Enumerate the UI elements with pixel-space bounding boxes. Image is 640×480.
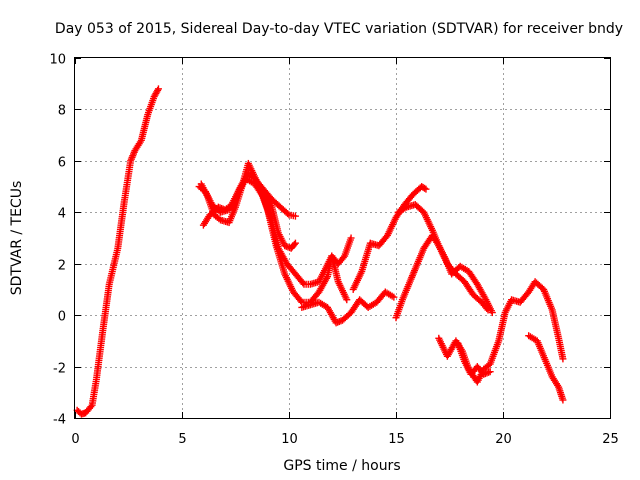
x-tick-label: 25 bbox=[602, 432, 619, 447]
data-point-track-a bbox=[291, 212, 299, 220]
data-points bbox=[73, 85, 567, 418]
data-point-track-f bbox=[422, 185, 430, 193]
x-tick-label: 10 bbox=[281, 432, 298, 447]
axis-ticks: 0 5 10 15 20 25 -4 -2 0 2 4 6 8 10 bbox=[49, 53, 618, 448]
x-tick-label: 0 bbox=[71, 432, 79, 447]
y-tick-label: 2 bbox=[58, 259, 66, 274]
y-tick-label: -4 bbox=[53, 413, 66, 428]
grid-lines bbox=[75, 58, 610, 418]
x-axis-label: GPS time / hours bbox=[283, 458, 400, 474]
data-point-track-e bbox=[390, 293, 398, 301]
data-point-track-f bbox=[421, 184, 429, 192]
data-point-track-a bbox=[284, 210, 292, 218]
data-point-rise bbox=[87, 403, 95, 411]
data-point-track-c bbox=[339, 254, 347, 262]
data-point-track-b bbox=[291, 239, 299, 247]
data-point-rise bbox=[154, 85, 162, 93]
data-point-rise bbox=[154, 86, 162, 94]
data-point-track-j bbox=[486, 368, 494, 376]
y-tick-label: 6 bbox=[58, 156, 66, 171]
data-point-track-d bbox=[297, 297, 305, 305]
data-point-track-c bbox=[347, 234, 355, 242]
x-tick-label: 15 bbox=[388, 432, 405, 447]
data-point-track-i bbox=[559, 355, 567, 363]
data-point-track-k bbox=[559, 396, 567, 404]
x-tick-label: 20 bbox=[495, 432, 512, 447]
y-axis-label: SDTVAR / TECUs bbox=[9, 181, 25, 296]
y-tick-label: 4 bbox=[58, 207, 66, 222]
chart-title: Day 053 of 2015, Sidereal Day-to-day VTE… bbox=[55, 21, 623, 37]
data-point-track-h bbox=[488, 309, 496, 317]
data-point-track-d bbox=[343, 296, 351, 304]
data-point-track-c bbox=[299, 279, 307, 287]
y-tick-label: -2 bbox=[53, 362, 66, 377]
y-tick-label: 8 bbox=[58, 104, 66, 119]
y-tick-label: 10 bbox=[49, 53, 66, 68]
plot-frame bbox=[74, 57, 611, 419]
y-tick-label: 0 bbox=[58, 310, 66, 325]
x-tick-label: 5 bbox=[178, 432, 186, 447]
data-point-track-b bbox=[290, 240, 298, 248]
